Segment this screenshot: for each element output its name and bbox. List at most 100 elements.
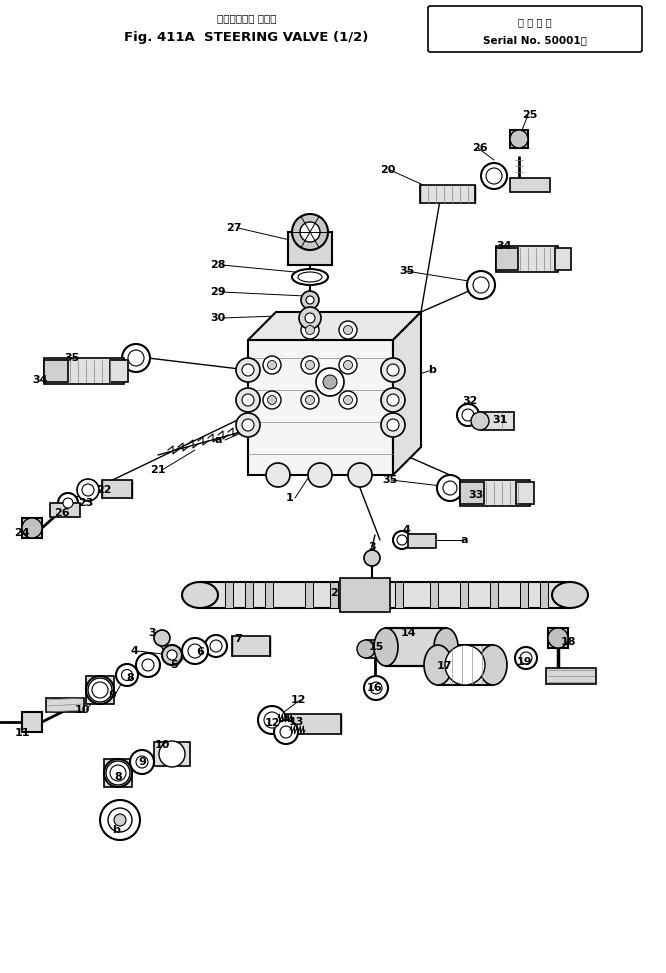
Text: 21: 21	[151, 465, 166, 475]
Bar	[460, 582, 468, 608]
Circle shape	[471, 412, 489, 430]
Circle shape	[387, 394, 399, 406]
Bar	[340, 578, 390, 612]
Bar	[50, 503, 80, 517]
Text: 34: 34	[496, 241, 511, 251]
Text: 9: 9	[108, 690, 116, 700]
Text: 6: 6	[196, 647, 204, 657]
Circle shape	[393, 531, 411, 549]
Ellipse shape	[374, 628, 398, 666]
Bar	[102, 480, 132, 498]
Circle shape	[266, 463, 290, 487]
Circle shape	[301, 291, 319, 309]
Bar	[286, 714, 341, 734]
Text: 10: 10	[155, 740, 170, 750]
Bar	[510, 178, 550, 192]
Bar	[265, 582, 273, 608]
Circle shape	[182, 638, 208, 664]
Text: 28: 28	[210, 260, 226, 270]
Text: b: b	[428, 365, 436, 375]
Circle shape	[437, 475, 463, 501]
Circle shape	[301, 321, 319, 339]
Text: 3: 3	[368, 542, 376, 552]
Bar	[510, 130, 528, 148]
Text: 24: 24	[14, 528, 30, 538]
Text: 32: 32	[462, 396, 478, 406]
Text: 9: 9	[138, 757, 146, 767]
Text: 5: 5	[170, 660, 178, 670]
Circle shape	[116, 664, 138, 686]
Circle shape	[264, 712, 280, 728]
Text: 20: 20	[380, 165, 396, 175]
Bar	[86, 676, 114, 704]
Circle shape	[548, 628, 568, 648]
Circle shape	[467, 271, 495, 299]
Circle shape	[348, 463, 372, 487]
Circle shape	[445, 645, 485, 685]
Bar	[225, 582, 233, 608]
Text: 2: 2	[330, 588, 338, 598]
Bar	[44, 358, 124, 384]
Bar	[408, 534, 436, 548]
Text: 12: 12	[290, 695, 306, 705]
Text: 7: 7	[234, 634, 242, 644]
Circle shape	[357, 640, 375, 658]
Bar	[22, 518, 42, 538]
Circle shape	[306, 326, 314, 335]
Circle shape	[280, 726, 292, 738]
Circle shape	[104, 759, 132, 787]
Bar	[22, 712, 42, 732]
Circle shape	[122, 344, 150, 372]
Text: 4: 4	[130, 646, 138, 656]
Circle shape	[188, 644, 202, 658]
Bar	[430, 582, 438, 608]
Circle shape	[100, 800, 140, 840]
Text: 34: 34	[32, 375, 48, 385]
Circle shape	[236, 358, 260, 382]
Circle shape	[106, 761, 130, 785]
Ellipse shape	[424, 645, 452, 685]
Circle shape	[263, 391, 281, 409]
Text: a: a	[460, 535, 468, 545]
Circle shape	[92, 682, 108, 698]
Circle shape	[370, 682, 382, 694]
Text: 22: 22	[97, 485, 112, 495]
Circle shape	[364, 676, 388, 700]
Circle shape	[486, 168, 502, 184]
Circle shape	[339, 321, 357, 339]
Ellipse shape	[182, 582, 218, 608]
Polygon shape	[248, 312, 421, 340]
Text: 4: 4	[402, 525, 410, 535]
Text: 15: 15	[368, 642, 384, 652]
Text: 25: 25	[522, 110, 537, 120]
Bar	[104, 759, 132, 787]
Text: 30: 30	[210, 313, 226, 323]
Circle shape	[136, 756, 148, 768]
Bar	[460, 482, 484, 504]
Circle shape	[323, 375, 337, 389]
Circle shape	[22, 518, 42, 538]
Text: 29: 29	[210, 287, 226, 297]
Circle shape	[381, 388, 405, 412]
Text: 31: 31	[492, 415, 507, 425]
Circle shape	[136, 653, 160, 677]
Text: 35: 35	[65, 353, 80, 363]
Circle shape	[301, 356, 319, 374]
Circle shape	[63, 498, 73, 508]
Circle shape	[344, 326, 352, 335]
Bar	[438, 645, 493, 685]
Circle shape	[268, 395, 276, 405]
Circle shape	[268, 361, 276, 370]
Text: 適 用 号 機: 適 用 号 機	[518, 17, 552, 27]
Text: 13: 13	[288, 717, 304, 727]
Circle shape	[88, 678, 112, 702]
Text: 17: 17	[436, 661, 452, 671]
Bar	[288, 232, 332, 265]
Circle shape	[344, 361, 352, 370]
Bar	[490, 582, 498, 608]
Bar	[366, 640, 390, 658]
Text: 11: 11	[14, 728, 30, 738]
Circle shape	[443, 481, 457, 495]
Bar	[546, 668, 596, 684]
Circle shape	[381, 413, 405, 437]
